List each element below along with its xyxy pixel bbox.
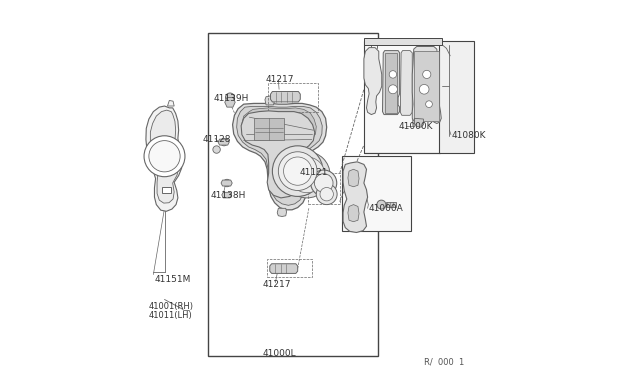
Text: 41217: 41217 [266, 76, 294, 84]
Circle shape [310, 170, 337, 196]
Circle shape [388, 85, 397, 94]
Bar [308, 173, 340, 204]
Polygon shape [232, 103, 326, 210]
Text: 41151M: 41151M [154, 275, 191, 283]
Polygon shape [383, 51, 399, 115]
Polygon shape [237, 106, 322, 205]
Circle shape [284, 157, 312, 185]
Bar [415, 51, 438, 121]
Circle shape [149, 141, 180, 172]
Polygon shape [364, 48, 381, 115]
Text: 41000L: 41000L [262, 349, 296, 358]
Circle shape [278, 152, 317, 190]
Polygon shape [146, 106, 182, 211]
Polygon shape [242, 108, 316, 190]
Polygon shape [265, 96, 275, 105]
Bar [439, 41, 474, 153]
Text: 41138H: 41138H [211, 191, 246, 200]
Circle shape [377, 200, 386, 209]
Polygon shape [222, 192, 232, 198]
Polygon shape [343, 162, 367, 232]
Polygon shape [218, 139, 229, 145]
Circle shape [225, 93, 234, 102]
Circle shape [284, 152, 330, 198]
Text: 41217: 41217 [262, 280, 291, 289]
Bar [209, 33, 378, 356]
Polygon shape [401, 51, 412, 115]
Bar [364, 41, 440, 153]
Circle shape [389, 71, 397, 78]
Polygon shape [150, 110, 179, 203]
Text: 41121: 41121 [300, 169, 328, 177]
Polygon shape [415, 118, 424, 127]
Polygon shape [168, 100, 174, 106]
Bar [385, 53, 397, 113]
Circle shape [144, 136, 185, 177]
Polygon shape [348, 169, 359, 187]
Bar [364, 38, 442, 45]
Polygon shape [270, 264, 298, 273]
Bar [267, 259, 312, 277]
Polygon shape [271, 92, 300, 102]
Text: 41080K: 41080K [452, 131, 486, 140]
Polygon shape [221, 180, 232, 186]
Circle shape [223, 179, 231, 187]
Text: 41001(RH): 41001(RH) [149, 302, 194, 311]
Circle shape [419, 84, 429, 94]
Polygon shape [241, 111, 315, 198]
Bar [161, 187, 171, 193]
Circle shape [320, 187, 333, 201]
Polygon shape [277, 208, 287, 217]
Circle shape [273, 146, 323, 196]
Circle shape [213, 146, 220, 153]
Bar [254, 118, 284, 140]
Text: 41000K: 41000K [398, 122, 433, 131]
Bar [342, 156, 411, 231]
Circle shape [316, 184, 337, 205]
Text: 41011(LH): 41011(LH) [149, 311, 193, 320]
Polygon shape [348, 205, 359, 222]
Circle shape [289, 157, 325, 193]
Polygon shape [386, 202, 396, 207]
Text: R/  000  1: R/ 000 1 [424, 357, 465, 366]
Text: 41128: 41128 [203, 135, 231, 144]
Text: 41000A: 41000A [369, 204, 403, 213]
Text: 41139H: 41139H [214, 94, 250, 103]
Polygon shape [225, 97, 235, 107]
Circle shape [220, 138, 228, 146]
Polygon shape [412, 46, 441, 124]
Bar [268, 83, 318, 112]
Circle shape [422, 70, 431, 78]
Circle shape [314, 174, 333, 192]
Circle shape [426, 101, 433, 108]
